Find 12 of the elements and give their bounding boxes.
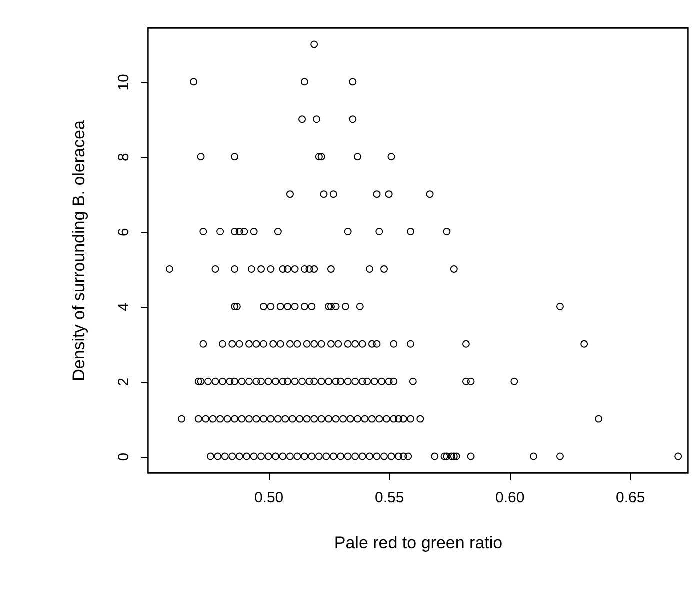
x-tick-label: 0.50	[254, 490, 284, 506]
y-tick-label: 2	[116, 378, 132, 386]
y-axis-title: Density of surrounding B. oleracea	[70, 120, 88, 382]
y-tick-label: 10	[116, 74, 132, 91]
y-tick-label: 6	[116, 228, 132, 236]
x-tick-label: 0.60	[496, 490, 525, 506]
x-axis-title: Pale red to green ratio	[334, 534, 503, 552]
x-tick-label: 0.65	[616, 490, 646, 506]
y-tick-label: 0	[116, 452, 132, 462]
x-tick-label: 0.55	[374, 490, 404, 506]
y-tick-label: 4	[116, 303, 132, 312]
y-tick-label: 8	[116, 153, 132, 162]
